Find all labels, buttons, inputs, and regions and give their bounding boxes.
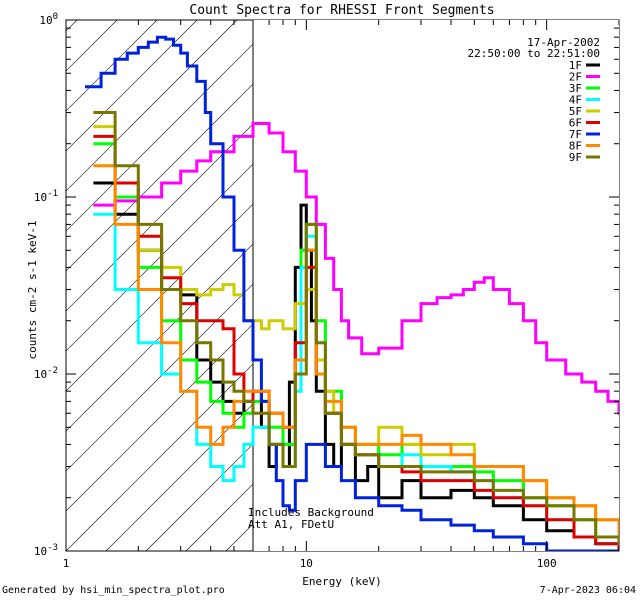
legend-label-4F: 4F: [569, 94, 582, 107]
y-tick-label: 10-2: [34, 366, 58, 381]
y-tick-label: 100: [39, 12, 58, 27]
hatch-line: [66, 20, 278, 232]
x-tick-label: 1: [63, 557, 70, 570]
hatch-line: [626, 20, 640, 551]
series-9F: [93, 111, 619, 546]
chart-title: Count Spectra for RHESSI Front Segments: [189, 3, 494, 18]
legend-label-1F: 1F: [569, 59, 582, 72]
annotation-background: Includes Background: [248, 506, 374, 519]
legend-label-3F: 3F: [569, 82, 582, 95]
legend-label-7F: 7F: [569, 128, 582, 141]
attenuator-hatch-region: [66, 20, 640, 551]
hatch-line: [66, 20, 198, 152]
hatch-mask: [253, 20, 619, 551]
footer-generated-by: Generated by hsi_min_spectra_plot.pro: [2, 585, 225, 596]
x-axis-label: Energy (keV): [302, 575, 381, 588]
hatch-line: [66, 20, 158, 112]
legend-label-5F: 5F: [569, 105, 582, 118]
annotation-attenuator: Att A1, FDetU: [248, 518, 334, 531]
footer-timestamp: 7-Apr-2023 06:04: [539, 585, 636, 596]
legend-label-2F: 2F: [569, 71, 582, 84]
hatch-line: [66, 20, 238, 192]
hatch-line: [66, 20, 318, 272]
y-tick-label: 10-3: [34, 543, 58, 558]
legend-label-9F: 9F: [569, 151, 582, 164]
x-tick-label: 10: [300, 557, 313, 570]
x-tick-label: 100: [537, 557, 557, 570]
axes: 1 10 100 100 10-1 10-2 10-3: [34, 12, 620, 570]
date-label: 17-Apr-2002: [527, 36, 600, 49]
legend-label-6F: 6F: [569, 117, 582, 130]
series-group: [85, 35, 619, 551]
hatch-line: [66, 20, 118, 72]
y-tick-label: 10-1: [34, 189, 58, 204]
legend-label-8F: 8F: [569, 140, 582, 153]
time-range-label: 22:50:00 to 22:51:00: [468, 47, 600, 60]
series-2F: [93, 122, 619, 415]
y-axis-label: counts cm-2 s-1 keV-1: [26, 220, 39, 359]
